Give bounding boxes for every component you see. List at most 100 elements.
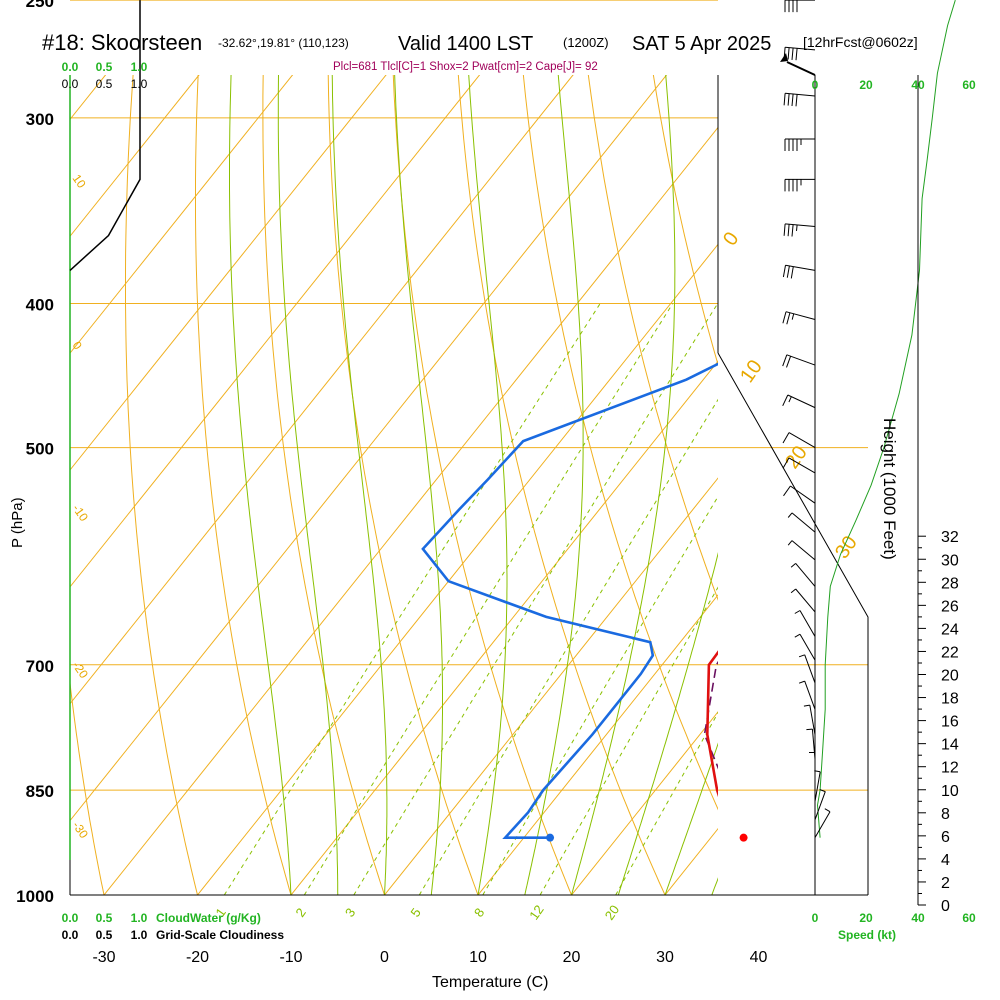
height-tick-label: 18 [941,691,959,708]
wind-barb-feather [783,93,786,106]
wind-barb-staff [791,512,816,533]
valid-zulu: (1200Z) [563,35,609,50]
isobar-lines [70,0,868,896]
valid-date: SAT 5 Apr 2025 [632,33,771,55]
wind-barb [783,223,816,237]
wind-barb-feather [791,93,794,107]
isotherm--50 [70,75,574,705]
wind-barb-half [803,704,810,707]
top-axis-ticks: 0.0 0.0 0.5 0.5 1.0 1.0 0 20 40 60 [62,60,976,92]
wind-barb [787,512,816,533]
temperature-tick-label: 0 [380,949,389,966]
moist-adiabat--5 [277,75,339,895]
wind-barb-half [788,396,792,403]
wind-barb-staff [799,633,816,661]
moist-adiabat-10 [468,75,508,895]
wind-barb [814,770,821,802]
height-tick-label: 28 [941,575,959,592]
wind-barb-feather [786,356,792,368]
sounding-series [421,362,718,839]
cloudwater-profile [69,0,141,271]
mixing-ratio-2 [303,303,674,895]
wind-barb [798,680,816,710]
wind-barb [806,728,816,760]
wind-barb [783,485,816,504]
wind-barb [794,633,816,661]
pressure-tick-label: 250 [26,0,54,11]
wind-barb [814,789,826,820]
bottom-speed-tick: 20 [859,911,873,925]
x-axis-label: Temperature (C) [432,974,548,991]
temperature-tick-label: -30 [92,949,115,966]
bottom-cloudiness-tick: 1.0 [131,928,148,942]
temperature-line [705,650,718,798]
bottom-speed-tick: 60 [962,911,976,925]
wind-barb-feather [782,394,789,407]
mixing-ratio-5 [418,398,718,895]
forecast-run: [12hrFcst@0602z] [803,34,918,50]
surface-markers [546,833,748,842]
wind-barb-feather [782,432,790,444]
pressure-tick-label: 700 [26,657,54,676]
bottom-cloudiness-tick: 0.0 [62,928,79,942]
bottom-speed-tick: 0 [812,911,819,925]
wind-barb [782,311,816,325]
wind-barb-staff [790,485,816,504]
bottom-cloudwater-tick: 0.5 [96,911,113,925]
dry-adiabat--40 [0,0,14,895]
isotherm--70 [70,75,387,471]
height-tick-label: 2 [941,875,950,892]
mixing-ratio-3 [353,303,718,895]
isotherm--60 [70,75,481,588]
wind-barb-staff [787,394,816,409]
isotherm--10 [290,360,718,895]
moist-adiabat-5 [394,75,443,895]
pressure-tick-label: 1000 [16,887,54,906]
speed-axis-label: Speed (kt) [838,928,896,942]
dry-adiabat-lines [0,0,718,895]
pressure-ticks: 250 300 400 500 700 850 1000 [16,0,54,906]
height-tick-label: 8 [941,806,950,823]
wind-speed-line [816,0,956,838]
bottom-cloudwater-tick: 0.0 [62,911,79,925]
isotherm--20 [197,243,718,895]
wind-barb-staff [788,457,816,474]
height-tick-label: 6 [941,829,950,846]
wind-barb-feather [783,223,786,236]
top-cloudiness-tick: 0.5 [96,77,113,91]
wind-barb-staff [786,354,816,366]
wind-barb-feather [790,266,794,279]
wind-barb [784,138,816,151]
mixing-ratio-label: 2 [292,905,308,920]
wind-barb-staff [785,92,816,97]
wind-barb-staff [799,610,816,637]
height-tick-label: 20 [941,668,959,685]
wind-barb [784,178,816,192]
mixing-ratio-1 [223,303,601,895]
wind-barb-half [787,540,793,546]
dry-adiabat-40 [522,75,718,811]
wind-barb [790,588,816,613]
temperature-ticks: -30 -20 -10 0 10 20 30 40 [92,949,767,966]
wind-barb-staff [804,654,816,684]
mixing-ratio-label: 8 [471,905,487,920]
dry-adiabat-20 [392,75,572,895]
top-speed-tick: 60 [962,78,976,92]
isotherm-label-0: 0 [719,228,743,250]
wind-barb-feather [782,457,790,469]
dewpoint-line [421,362,718,839]
height-tick-label: 16 [941,714,959,731]
wind-barb-staff [804,680,816,710]
wind-barb [809,752,816,783]
north-arrow [786,61,816,76]
dry-adiabat--20 [125,75,198,895]
bottom-axis-ticks: 0.0 0.0 0.5 0.5 1.0 1.0 0 20 40 60 [62,911,976,942]
dry-adiabat--10 [195,75,292,895]
dry-adiabat-30 [457,75,666,895]
valid-time: Valid 1400 LST [398,33,533,55]
wind-barb-feather [795,48,798,61]
wind-barb-feather [782,311,787,324]
wind-barb-staff [785,46,816,51]
wind-barb [783,92,816,107]
isotherm-0 [384,477,718,895]
